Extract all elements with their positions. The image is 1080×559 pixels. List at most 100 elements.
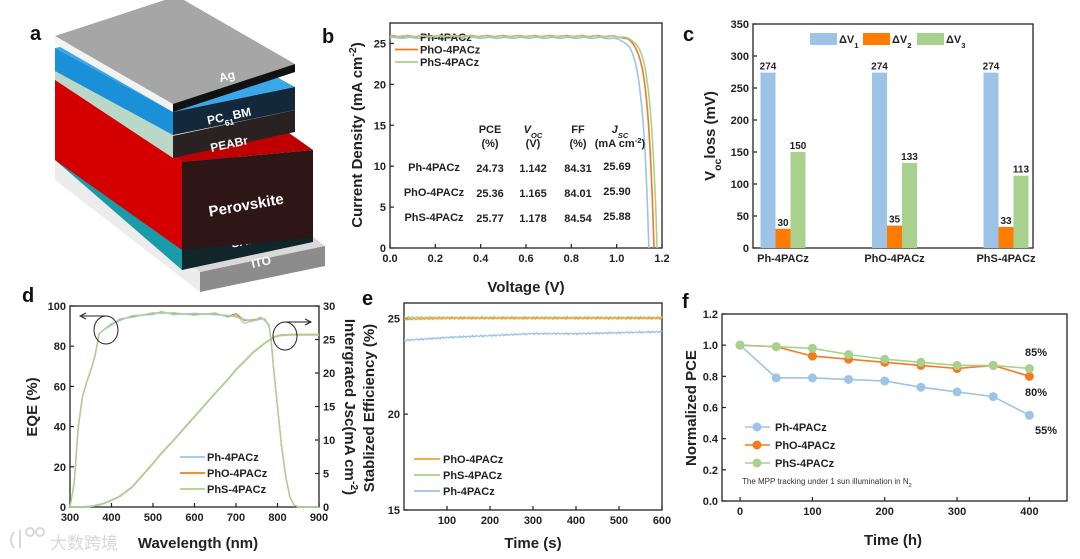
table-header-sub: OC <box>531 131 543 140</box>
x-tick-label: 900 <box>310 512 328 524</box>
layer-side-face <box>55 36 173 112</box>
y-tick-label: 0 <box>60 502 66 514</box>
x-tick-label: 400 <box>1020 506 1038 518</box>
data-point <box>1024 364 1034 374</box>
data-point <box>844 350 854 360</box>
y-tick-label: 5 <box>380 202 386 214</box>
eqe-axis-circle <box>93 315 119 345</box>
x-tick-label: 100 <box>803 506 821 518</box>
layer-front-face <box>173 110 295 158</box>
legend-label: PhS-4PACz <box>207 484 267 496</box>
layer-label-text: PC <box>206 110 226 127</box>
bar-value-label: 35 <box>889 215 901 226</box>
parameters-table: PCE (%) VOC(V) FF (%) JSC(mA cm-2) Ph-4PACz 24.… <box>404 124 646 225</box>
legend-marker <box>752 422 762 432</box>
y-axis-title: EQE (%) <box>24 377 41 436</box>
x-axis-title: Time (h) <box>864 532 922 549</box>
y-tick-label: 20 <box>54 462 66 474</box>
jv-curve-ph-4pacz <box>389 36 650 249</box>
y-tick-label: 150 <box>731 147 749 159</box>
y-tick-label: 100 <box>731 179 749 191</box>
y-tick-label: 0.0 <box>703 496 718 508</box>
y-tick-label: 20 <box>388 409 400 421</box>
legend-label: PhO-4PACz <box>443 454 504 466</box>
data-point <box>988 392 998 402</box>
legend-label-sub: 3 <box>961 41 965 50</box>
data-point <box>952 387 962 397</box>
y-axis-title-sub: oc <box>712 158 724 170</box>
efficiency-trace-pho-4pacz <box>403 316 663 321</box>
integrated-jsc-curve-pho-4pacz <box>70 333 319 508</box>
eqe-curve-pho-4pacz <box>69 311 319 508</box>
bar-value-label: 30 <box>777 218 789 229</box>
table-cell: 25.90 <box>603 186 631 198</box>
y-tick-label: 25 <box>374 38 386 50</box>
y-tick-label: 0.4 <box>703 434 719 446</box>
y-axis-title: Stablized Efficiency (%) <box>361 324 378 492</box>
x-axis-title: Time (s) <box>504 535 561 552</box>
legend-label: ΔV3 <box>946 34 966 50</box>
table-cell: 25.36 <box>476 188 504 200</box>
y-tick-label: 15 <box>374 120 386 132</box>
x-axis-title: Voltage (V) <box>487 279 564 296</box>
x-tick-label: 100 <box>438 515 456 527</box>
table-row-label: PhS-4PACz <box>404 212 464 224</box>
bar-2-0 <box>775 228 791 248</box>
bar-3-1 <box>902 162 917 248</box>
data-point <box>735 340 745 350</box>
table-header-text: PCE <box>479 124 502 136</box>
data-point <box>952 360 962 370</box>
y-axis-title-text: Current Density (mA cm <box>349 57 366 228</box>
layer-front-face <box>173 64 295 112</box>
layer-label-text: ITO <box>250 253 272 271</box>
legend-swatch <box>917 33 944 45</box>
y-right-tick-label: 10 <box>323 435 335 447</box>
category-label: Ph-4PACz <box>757 253 809 265</box>
data-point <box>988 360 998 370</box>
y-tick-label: 40 <box>54 422 66 434</box>
legend-label-text: ΔV <box>946 34 962 46</box>
eqe-curve-phs-4pacz <box>69 312 319 508</box>
panel-label-a: a <box>30 23 42 45</box>
table-header-sub: SC <box>618 131 629 140</box>
bar-value-label: 274 <box>983 62 1000 73</box>
layer-label: Ag <box>217 67 236 85</box>
watermark-text: 大数跨境 <box>50 534 118 553</box>
bar-2-2 <box>998 226 1014 248</box>
y-right-axis-title: Intergrated Jsc(mA cm-2) <box>341 319 360 495</box>
bar-1-2 <box>983 72 999 248</box>
y-axis-title-text: V <box>702 171 719 181</box>
efficiency-trace-ph-4pacz <box>403 330 663 343</box>
x-tick-label: 400 <box>102 512 120 524</box>
bar-2-1 <box>887 225 902 248</box>
legend-label-sub: 1 <box>854 41 859 50</box>
table-header-unit-text: (%) <box>569 138 586 150</box>
legend-label: PhS-4PACz <box>775 458 835 470</box>
data-point <box>880 376 890 386</box>
layer-label: ITO <box>250 253 272 271</box>
y-right-tick-label: 0 <box>323 502 329 514</box>
panel-c-voc-loss-bars: 0 50 100 150 200 250 300 350 Ph-4PACz 274 30 150 PhO… <box>702 19 1036 265</box>
annotation-note-text: The MPP tracking under 1 sun illuminatio… <box>742 477 909 486</box>
x-tick-label: 0 <box>737 506 743 518</box>
eqe-curve-ph-4pacz <box>69 310 319 508</box>
layer-ag: Ag <box>55 0 295 112</box>
panel-label-c: c <box>683 24 694 46</box>
bar-3-0 <box>790 152 806 248</box>
y-right-tick-label: 25 <box>323 335 335 347</box>
annotation-note-sub: 2 <box>909 483 912 489</box>
legend-label-text: ΔV <box>892 34 908 46</box>
table-header-unit: (%) <box>481 138 498 150</box>
table-header-text: FF <box>571 124 585 136</box>
table-cell: 84.31 <box>564 163 592 175</box>
layer-label: PC61BM <box>206 105 253 132</box>
table-header-unit: (V) <box>526 138 541 150</box>
panel-label-f: f <box>682 291 689 313</box>
layer-front-face <box>182 150 313 250</box>
table-header-unit-sup: -2 <box>635 136 642 145</box>
category-label: PhS-4PACz <box>976 253 1036 265</box>
y-tick-label: 0 <box>380 243 386 255</box>
data-point <box>880 354 890 364</box>
table-cell: 25.77 <box>476 213 504 225</box>
bar-value-label: 33 <box>1000 216 1012 227</box>
